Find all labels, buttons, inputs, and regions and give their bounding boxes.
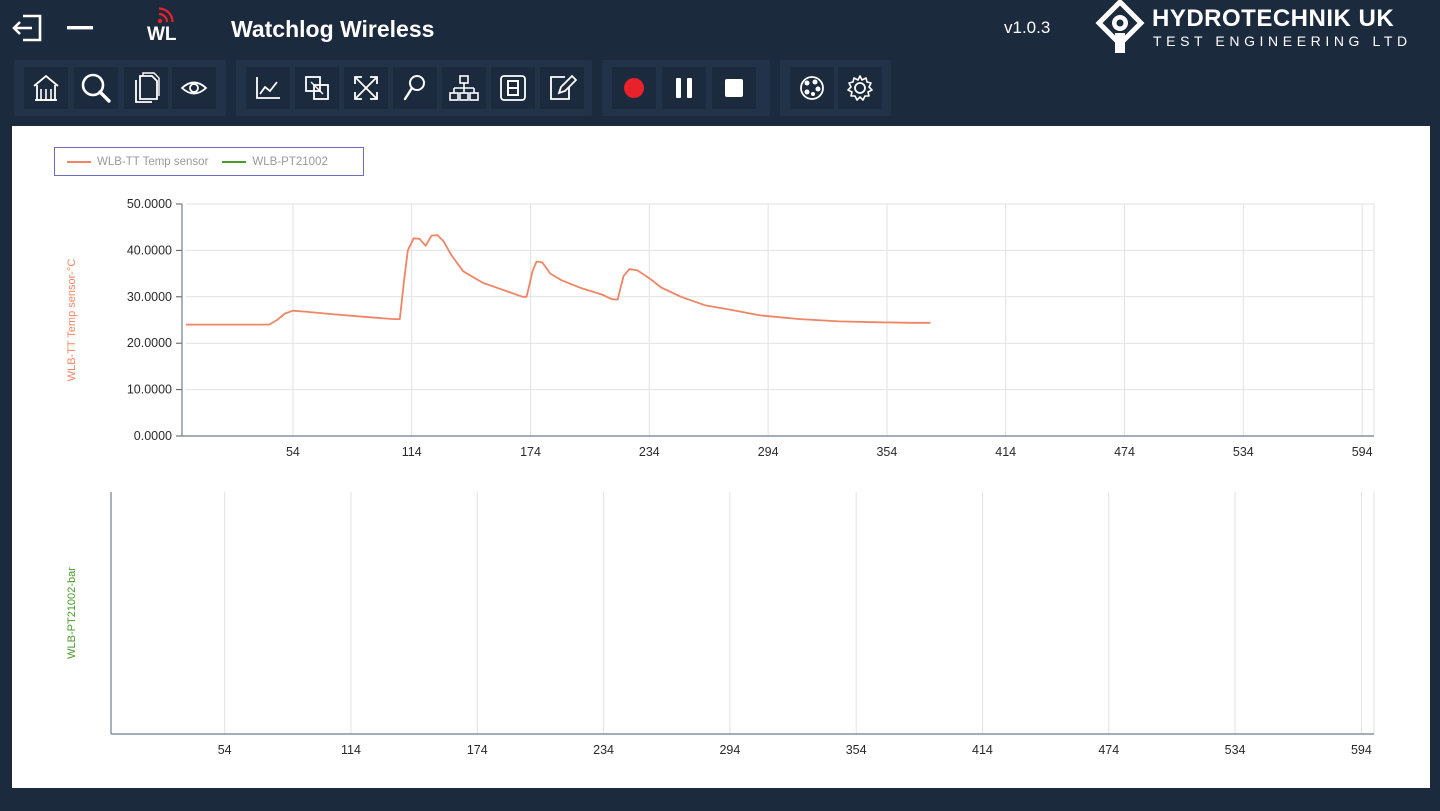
legend-label-temp: WLB-TT Temp sensor — [97, 155, 209, 168]
x-tick-label: 534 — [1225, 743, 1246, 757]
status-bar — [0, 788, 1440, 811]
toolbar — [0, 56, 1440, 124]
x-tick-label: 594 — [1351, 743, 1372, 757]
record-icon — [624, 78, 644, 98]
y-tick-label: 20.0000 — [127, 336, 172, 350]
y-axis-label: WLB-TT Temp sensor-°C — [66, 259, 78, 382]
brand-name: HYDROTECHNIK UK — [1152, 5, 1395, 32]
x-tick-label: 534 — [1233, 445, 1254, 459]
eye-icon — [180, 81, 208, 95]
title-bar: WL Watchlog Wireless v1.0.3 HYDROTECHNIK… — [0, 0, 1440, 56]
search-button[interactable] — [74, 67, 118, 109]
documents-icon — [135, 72, 160, 103]
x-tick-label: 594 — [1352, 445, 1373, 459]
legend-swatch-temp — [67, 160, 91, 163]
y-tick-label: 10.0000 — [127, 383, 172, 397]
cross-arrows-icon — [354, 76, 378, 100]
x-tick-label: 414 — [995, 445, 1016, 459]
series-line-temp-sensor — [186, 234, 931, 326]
y-axis-label: WLB-PT21002-bar — [66, 567, 78, 659]
legend-label-pressure: WLB-PT21002 — [252, 155, 328, 168]
toolbar-group-tools — [236, 60, 592, 116]
copy-button[interactable] — [295, 67, 339, 109]
search-icon — [81, 73, 111, 103]
x-tick-label: 54 — [218, 743, 232, 757]
network-button[interactable] — [442, 67, 486, 109]
x-tick-label: 114 — [402, 445, 422, 459]
logout-icon[interactable] — [10, 12, 44, 44]
x-tick-label: 234 — [593, 743, 614, 757]
home-button[interactable] — [24, 67, 68, 109]
brand-subtitle: TEST ENGINEERING LTD — [1153, 33, 1412, 49]
x-tick-label: 114 — [341, 743, 361, 757]
zoom-button[interactable] — [393, 67, 437, 109]
zoom-icon — [403, 75, 425, 101]
toolbar-group-recording — [602, 60, 770, 116]
x-tick-label: 474 — [1098, 743, 1119, 757]
minimize-icon[interactable] — [64, 20, 96, 36]
x-tick-label: 234 — [639, 445, 660, 459]
y-tick-label: 0.0000 — [134, 429, 172, 443]
legend-swatch-pressure — [222, 160, 247, 163]
palette-icon — [800, 76, 824, 100]
gear-icon — [847, 75, 873, 101]
x-tick-label: 174 — [520, 445, 541, 459]
line-chart-icon — [256, 77, 280, 99]
toolbar-group-navigation — [14, 60, 226, 116]
x-tick-label: 174 — [467, 743, 488, 757]
view-button[interactable] — [172, 67, 216, 109]
chart-legend: WLB-TT Temp sensor WLB-PT21002 — [54, 147, 364, 176]
digital-display-button[interactable] — [491, 67, 535, 109]
chart-panel: WLB-TT Temp sensor WLB-PT21002 54 114 174 2… — [12, 126, 1430, 788]
x-tick-label: 294 — [719, 743, 740, 757]
x-tick-label: 354 — [846, 743, 867, 757]
expand-button[interactable] — [344, 67, 388, 109]
app-title: Watchlog Wireless — [231, 16, 435, 42]
pause-icon — [676, 78, 692, 98]
line-chart-button[interactable] — [246, 67, 290, 109]
hydrotechnik-logo-icon — [1094, 0, 1146, 56]
network-icon — [449, 75, 479, 101]
edit-icon — [550, 74, 577, 100]
y-tick-label: 40.0000 — [127, 243, 172, 257]
x-tick-label: 474 — [1114, 445, 1135, 459]
legend-item-pressure-sensor[interactable]: WLB-PT21002 — [222, 155, 328, 168]
home-icon — [33, 74, 59, 101]
app-logo-text: WL — [147, 24, 177, 45]
record-button[interactable] — [612, 67, 656, 109]
x-tick-label: 414 — [972, 743, 993, 757]
documents-button[interactable] — [124, 67, 168, 109]
pause-button[interactable] — [662, 67, 706, 109]
y-tick-label: 50.0000 — [127, 197, 172, 211]
settings-button[interactable] — [838, 67, 882, 109]
toolbar-group-settings — [780, 60, 891, 116]
copy-icon — [305, 76, 329, 100]
edit-button[interactable] — [540, 67, 584, 109]
version-label: v1.0.3 — [1004, 18, 1051, 37]
x-tick-label: 54 — [286, 445, 300, 459]
app-logo: WL — [143, 6, 183, 48]
stop-button[interactable] — [712, 67, 756, 109]
charts-canvas[interactable]: 54 114 174 234 294 354 414 474 534 594 0.0000 10.00… — [12, 126, 1430, 788]
legend-item-temp-sensor[interactable]: WLB-TT Temp sensor — [67, 156, 208, 168]
x-tick-label: 354 — [876, 445, 897, 459]
digital-display-icon — [500, 75, 526, 101]
x-tick-label: 294 — [758, 445, 779, 459]
stop-icon — [725, 79, 743, 97]
palette-button[interactable] — [790, 67, 834, 109]
y-tick-label: 30.0000 — [127, 290, 172, 304]
